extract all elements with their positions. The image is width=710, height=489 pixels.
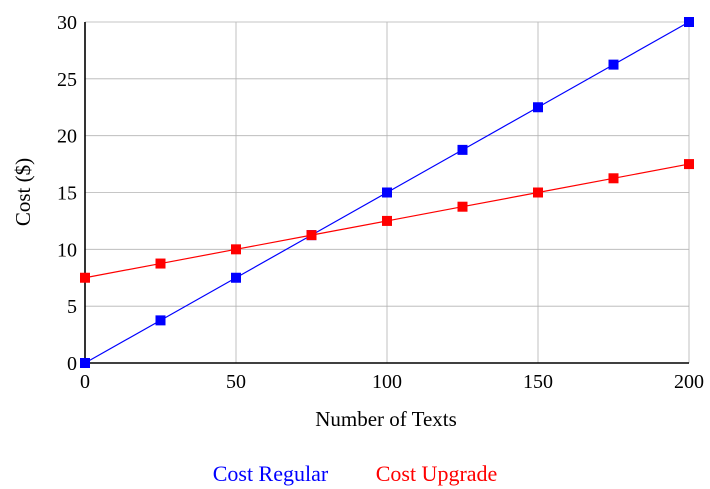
y-tick-label: 10 (57, 239, 77, 261)
data-point-cost-regular (457, 144, 468, 155)
y-tick-label: 30 (57, 12, 77, 34)
y-tick-labels: 0 5 10 15 20 25 30 (57, 12, 77, 375)
legend-item-cost-regular: Cost Regular (212, 461, 329, 486)
legend: Cost Regular Cost Upgrade (0, 461, 710, 489)
series-group (80, 17, 694, 368)
data-point-cost-upgrade (306, 230, 317, 241)
x-tick-label: 100 (372, 371, 402, 393)
data-point-cost-regular (382, 187, 392, 198)
x-axis-label: Number of Texts (315, 407, 457, 431)
y-tick-label: 0 (67, 353, 77, 375)
data-point-cost-regular (684, 17, 694, 27)
data-point-cost-regular (608, 59, 619, 70)
y-tick-label: 5 (67, 296, 77, 318)
data-point-cost-upgrade (684, 159, 694, 170)
x-tick-labels: 0 50 100 150 200 (80, 371, 704, 393)
data-point-cost-regular (80, 358, 90, 368)
axes (84, 22, 689, 364)
y-tick-label: 15 (57, 183, 77, 205)
x-tick-label: 50 (226, 371, 246, 393)
y-tick-label: 20 (57, 126, 77, 148)
data-point-cost-upgrade (382, 215, 392, 226)
x-tick-label: 200 (674, 371, 704, 393)
data-point-cost-upgrade (533, 187, 543, 198)
data-point-cost-upgrade (457, 201, 468, 212)
legend-item-cost-upgrade: Cost Upgrade (375, 461, 498, 486)
y-axis-label: Cost ($) (11, 158, 35, 226)
x-tick-label: 0 (80, 371, 90, 393)
data-point-cost-upgrade (231, 244, 241, 255)
data-point-cost-upgrade (608, 173, 619, 184)
data-point-cost-regular (533, 102, 543, 113)
y-tick-label: 25 (57, 69, 77, 91)
data-point-cost-regular (155, 315, 166, 326)
data-point-cost-regular (231, 272, 241, 283)
data-point-cost-upgrade (80, 272, 90, 283)
x-tick-label: 150 (523, 371, 553, 393)
data-point-cost-upgrade (155, 258, 166, 269)
